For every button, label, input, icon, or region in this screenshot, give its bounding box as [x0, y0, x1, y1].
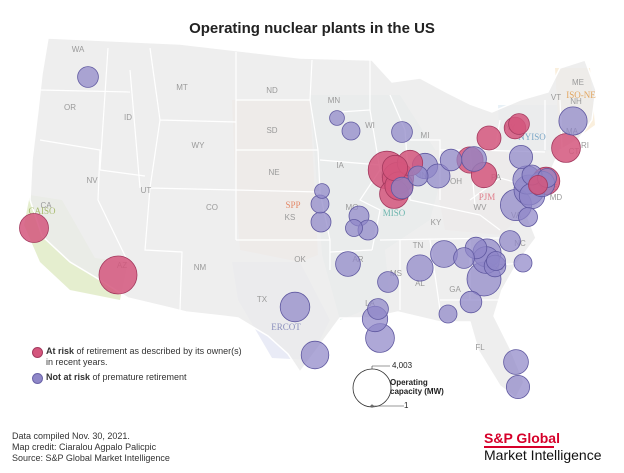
- brand-underline: [484, 446, 554, 448]
- state-label-ca: CA: [40, 201, 52, 210]
- at-risk-plant-52: [508, 113, 530, 135]
- plant-14: [367, 298, 389, 320]
- scale-circle-min: [370, 404, 374, 408]
- map-title: Operating nuclear plants in the US: [189, 20, 435, 37]
- brand-line1: S&P Global: [484, 430, 560, 446]
- not-at-risk-swatch: [32, 373, 43, 384]
- state-label-ky: KY: [431, 218, 442, 227]
- plant-38: [505, 374, 530, 399]
- state-label-ga: GA: [449, 285, 461, 294]
- plant-10: [341, 121, 361, 141]
- footer-compiled: Data compiled Nov. 30, 2021.: [12, 431, 130, 441]
- scale-max-label: 4,003: [392, 361, 413, 370]
- legend-not-at-risk-text: Not at risk of premature retirement: [46, 372, 187, 382]
- plant-0: [77, 66, 99, 88]
- plant-34: [508, 144, 533, 169]
- state-label-ri: RI: [581, 141, 589, 150]
- capacity-scale: [352, 365, 404, 408]
- footer-credit: Map credit: Ciaralou Agpalo Palicpic: [12, 442, 157, 452]
- plant-9: [329, 110, 345, 126]
- state-label-md: MD: [550, 193, 563, 202]
- state-label-nd: ND: [266, 86, 278, 95]
- plant-24: [459, 290, 483, 314]
- plant-23: [438, 304, 458, 324]
- state-label-ia: IA: [336, 161, 344, 170]
- state-label-mt: MT: [176, 83, 188, 92]
- plant-19: [430, 240, 458, 268]
- plant-46: [486, 251, 506, 271]
- plant-7: [335, 251, 361, 277]
- state-label-oh: OH: [450, 177, 462, 186]
- state-label-nh: NH: [570, 97, 582, 106]
- state-label-fl: FL: [475, 343, 485, 352]
- plant-bubbles: [19, 66, 588, 399]
- state-label-or: OR: [64, 103, 76, 112]
- state-label-sd: SD: [266, 126, 277, 135]
- brand-line2: Market Intelligence: [484, 447, 602, 463]
- plant-43: [390, 176, 414, 200]
- brand-logo: S&P Global Market Intelligence: [484, 430, 602, 464]
- state-label-me: ME: [572, 78, 584, 87]
- scale-title: Operating capacity (MW): [390, 378, 444, 396]
- plant-27: [513, 253, 533, 273]
- plant-42: [461, 146, 487, 172]
- at-risk-plant-51: [381, 154, 409, 182]
- plant-6: [314, 183, 330, 199]
- plant-3: [279, 291, 311, 323]
- plant-39: [558, 106, 588, 136]
- state-label-ok: OK: [294, 255, 306, 264]
- scale-min-label: 1: [404, 401, 409, 410]
- plant-17: [377, 271, 399, 293]
- footer-notes: Data compiled Nov. 30, 2021. Map credit:…: [12, 431, 170, 464]
- state-label-tx: TX: [257, 295, 268, 304]
- iso-label-pjm: PJM: [479, 192, 496, 202]
- plant-37: [503, 349, 529, 375]
- iso-label-miso: MISO: [383, 208, 406, 218]
- state-label-ut: UT: [141, 186, 152, 195]
- state-label-wi: WI: [365, 121, 375, 130]
- state-label-ne: NE: [268, 168, 279, 177]
- footer-source: Source: S&P Global Market Intelligence: [12, 453, 170, 463]
- plant-29: [518, 207, 538, 227]
- state-label-nv: NV: [86, 176, 98, 185]
- iso-label-caiso: CAISO: [28, 206, 56, 216]
- plant-5: [310, 211, 332, 233]
- iso-label-nyiso: NYISO: [518, 132, 546, 142]
- state-label-tn: TN: [413, 241, 424, 250]
- plant-4: [300, 340, 330, 370]
- at-risk-plant-54: [476, 125, 502, 151]
- plant-20: [453, 247, 475, 269]
- state-label-wy: WY: [192, 141, 206, 150]
- state-label-ms: MS: [390, 269, 402, 278]
- state-label-wa: WA: [72, 45, 85, 54]
- legend-at-risk-text: At risk of retirement as described by it…: [46, 346, 242, 367]
- plant-18: [406, 254, 434, 282]
- plant-44: [407, 165, 429, 187]
- plant-26: [499, 230, 521, 252]
- plant-15: [345, 219, 363, 237]
- at-risk-plant-59: [551, 133, 581, 163]
- at-risk-plant-1: [98, 255, 138, 295]
- iso-label-spp: SPP: [285, 200, 300, 210]
- state-label-al: AL: [415, 279, 425, 288]
- scale-circle-max: [352, 368, 392, 408]
- at-risk-plant-2: [19, 213, 49, 243]
- state-label-mn: MN: [328, 96, 341, 105]
- plant-41: [439, 148, 463, 172]
- at-risk-plant-58: [528, 175, 548, 195]
- state-label-id: ID: [124, 113, 132, 122]
- state-label-mo: MO: [346, 203, 359, 212]
- state-label-co: CO: [206, 203, 218, 212]
- state-label-wv: WV: [474, 203, 488, 212]
- iso-label-isone: ISO-NE: [566, 90, 596, 100]
- iso-labels: CAISO SPP ERCOT MISO PJM NYISO ISO-NE: [28, 90, 596, 332]
- at-risk-swatch: [32, 347, 43, 358]
- state-label-nm: NM: [194, 263, 207, 272]
- state-label-ks: KS: [285, 213, 296, 222]
- state-label-mi: MI: [421, 131, 430, 140]
- state-label-vt: VT: [551, 93, 561, 102]
- plant-11: [391, 121, 413, 143]
- iso-label-ercot: ERCOT: [271, 322, 301, 332]
